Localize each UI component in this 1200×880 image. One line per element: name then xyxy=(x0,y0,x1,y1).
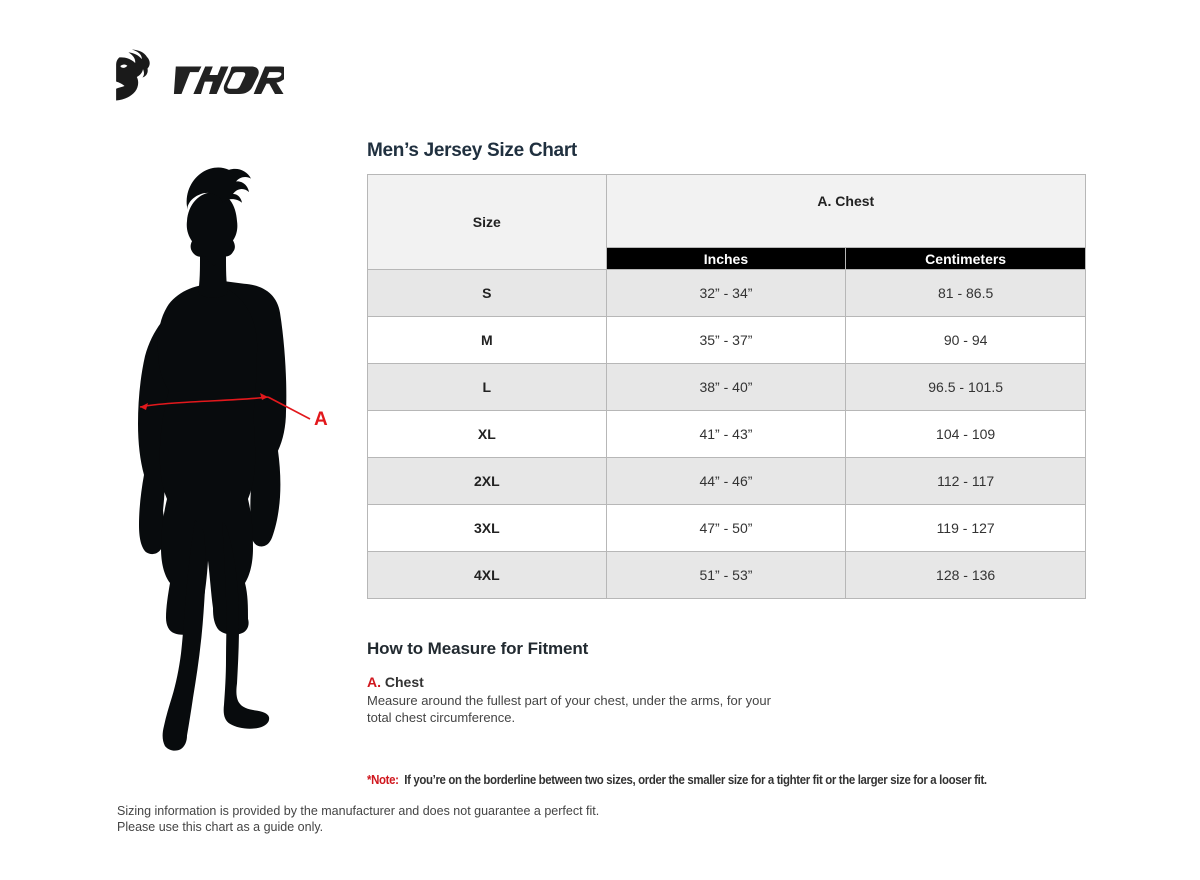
svg-text:A: A xyxy=(314,409,328,430)
